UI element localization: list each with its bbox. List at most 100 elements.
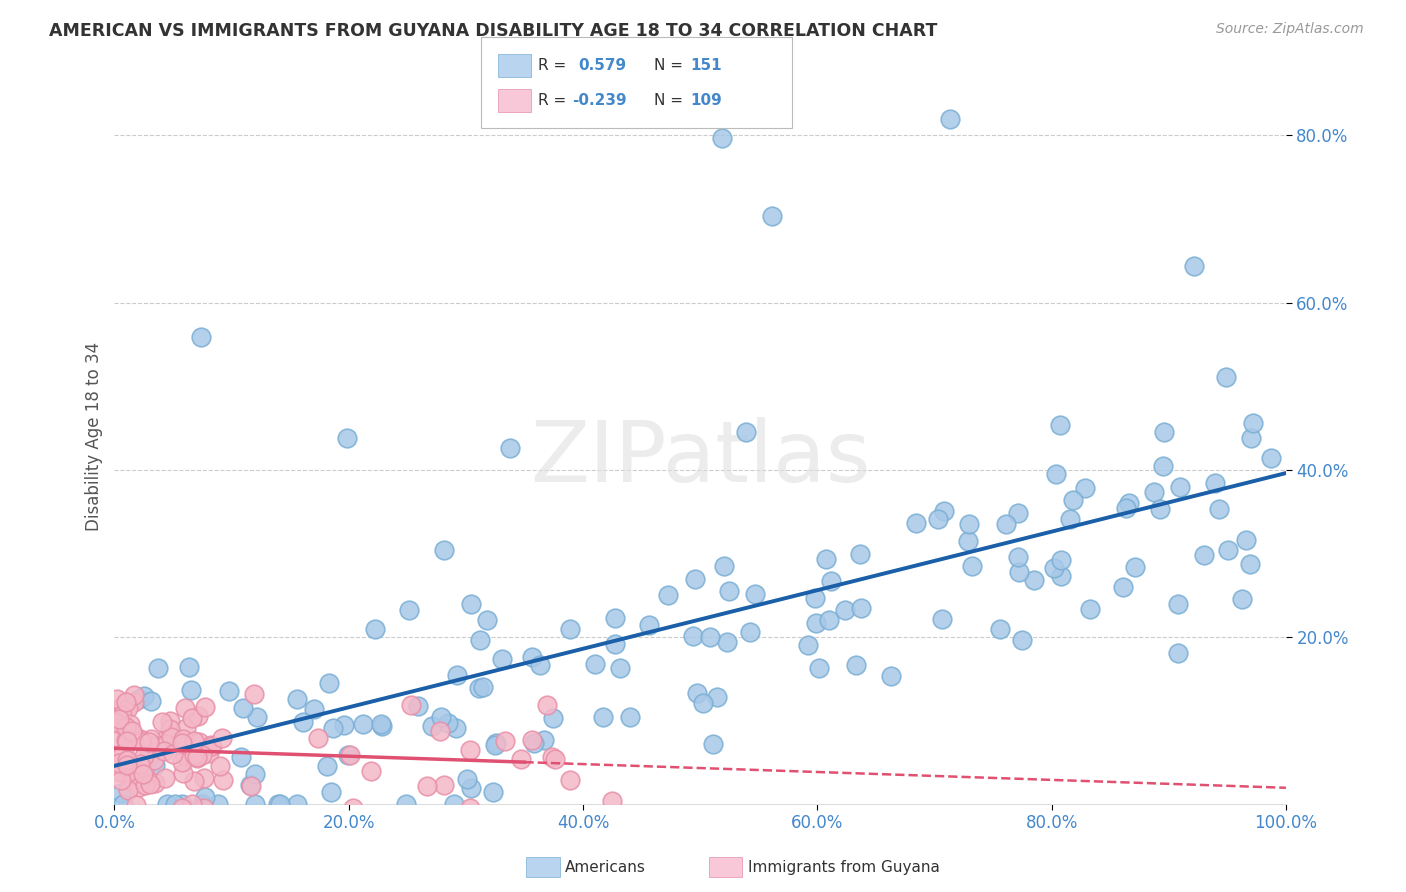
Point [536, 698, 558, 712]
Point [150, 714, 173, 729]
Point [1074, 481, 1097, 495]
Text: R =: R = [538, 94, 567, 108]
Point [307, 731, 329, 746]
Point [121, 726, 143, 740]
Point [267, 797, 290, 811]
Point [336, 431, 359, 445]
Point [138, 777, 160, 791]
Point [121, 773, 143, 788]
Point [117, 701, 139, 715]
Point [1143, 484, 1166, 499]
Point [333, 717, 356, 731]
Point [619, 709, 641, 723]
Point [744, 586, 766, 600]
Point [706, 690, 728, 705]
Point [1260, 450, 1282, 465]
Point [180, 797, 202, 811]
Point [931, 612, 953, 626]
Point [957, 517, 980, 532]
Text: ZIPatlas: ZIPatlas [530, 417, 870, 500]
Point [845, 657, 868, 672]
Point [128, 692, 150, 706]
Point [339, 748, 361, 763]
Point [110, 765, 132, 780]
Point [152, 732, 174, 747]
Point [269, 797, 291, 811]
Point [692, 696, 714, 710]
Point [1123, 559, 1146, 574]
Point [111, 718, 134, 732]
Point [177, 659, 200, 673]
Point [718, 584, 741, 599]
Point [540, 749, 562, 764]
Point [183, 734, 205, 748]
Point [239, 779, 262, 793]
Point [682, 629, 704, 643]
Point [105, 692, 128, 706]
Point [285, 797, 308, 811]
Point [371, 719, 394, 733]
Point [173, 748, 195, 763]
Point [108, 717, 131, 731]
Text: 109: 109 [690, 94, 723, 108]
Point [446, 668, 468, 682]
Point [174, 721, 197, 735]
Point [146, 660, 169, 674]
Point [583, 657, 606, 672]
Point [229, 750, 252, 764]
Point [127, 771, 149, 785]
Text: -0.239: -0.239 [572, 94, 627, 108]
Point [713, 559, 735, 574]
Point [121, 766, 143, 780]
Point [558, 622, 581, 636]
Point [342, 801, 364, 815]
Point [1008, 565, 1031, 579]
Point [156, 797, 179, 811]
Point [807, 661, 830, 675]
Point [1149, 502, 1171, 516]
Point [406, 698, 429, 713]
Point [432, 542, 454, 557]
Point [198, 746, 221, 760]
Point [131, 767, 153, 781]
Point [115, 753, 138, 767]
Point [605, 611, 627, 625]
Point [475, 613, 498, 627]
Point [444, 722, 467, 736]
Point [173, 701, 195, 715]
Point [128, 780, 150, 794]
Point [416, 779, 439, 793]
Point [529, 657, 551, 672]
Point [609, 660, 631, 674]
Point [114, 720, 136, 734]
Point [1118, 496, 1140, 510]
Point [1204, 476, 1226, 491]
Point [433, 778, 456, 792]
Point [132, 748, 155, 763]
Point [1043, 561, 1066, 575]
Point [127, 772, 149, 786]
Point [491, 652, 513, 666]
Point [190, 329, 212, 343]
Point [804, 591, 827, 605]
Point [370, 716, 392, 731]
Point [138, 735, 160, 749]
Point [319, 785, 342, 799]
Point [1167, 647, 1189, 661]
Point [1045, 467, 1067, 482]
Point [1007, 507, 1029, 521]
Point [183, 747, 205, 762]
Point [1062, 493, 1084, 508]
Point [1078, 602, 1101, 616]
Y-axis label: Disability Age 18 to 34: Disability Age 18 to 34 [86, 342, 103, 531]
Point [592, 710, 614, 724]
Point [201, 739, 224, 753]
Point [207, 797, 229, 811]
Point [849, 547, 872, 561]
Point [134, 768, 156, 782]
Point [159, 722, 181, 736]
Point [322, 721, 344, 735]
Point [111, 797, 134, 811]
Point [285, 692, 308, 706]
Point [522, 650, 544, 665]
